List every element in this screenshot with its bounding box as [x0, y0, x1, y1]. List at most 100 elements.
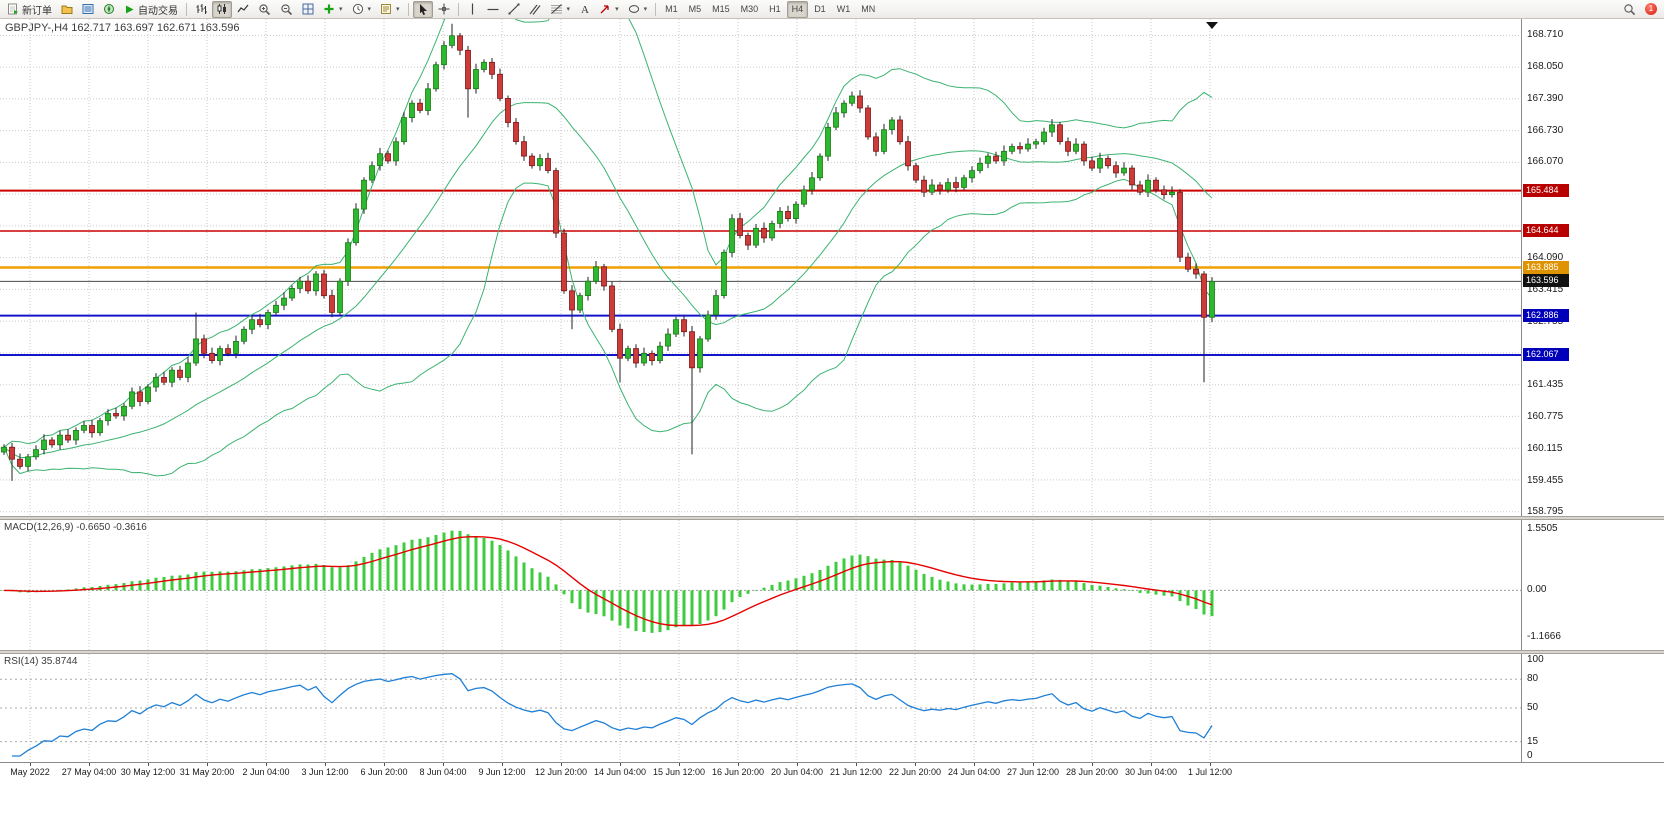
time-axis-tick [1151, 763, 1152, 766]
price-axis-label: 166.730 [1527, 124, 1564, 136]
toolbar-separator [407, 2, 409, 16]
chart-profiles-button[interactable] [57, 1, 77, 18]
timeframe-button-m30[interactable]: M30 [740, 4, 759, 14]
timeframe-button-h1[interactable]: H1 [769, 4, 781, 14]
rsi-axis-label: 80 [1527, 673, 1539, 685]
rsi-axis-label: 100 [1527, 654, 1544, 665]
tile-windows-button[interactable] [298, 1, 318, 18]
price-axis-label: 163.415 [1527, 284, 1564, 296]
shapes-tool-icon [628, 5, 639, 13]
periods-button[interactable]: ▾ [348, 1, 376, 18]
time-axis-tick [502, 763, 503, 766]
time-axis-label: 27 May 04:00 [61, 767, 117, 777]
shapes-tool-button[interactable]: ▾ [624, 1, 652, 18]
timeframe-button-d1[interactable]: D1 [814, 4, 826, 14]
bottom-filler [0, 780, 1664, 818]
time-axis-tick [915, 763, 916, 766]
time-axis-tick [679, 763, 680, 766]
search-button[interactable] [1619, 1, 1640, 18]
time-axis-tick [30, 763, 31, 766]
navigator-button[interactable] [99, 1, 119, 18]
time-axis[interactable]: May 2022 27 May 04:00 30 May 12:00 31 May 2… [0, 762, 1664, 780]
cursor-arrow-icon [419, 4, 427, 15]
time-axis-label: 14 Jun 04:00 [593, 767, 647, 777]
macd-label: MACD(12,26,9) -0.6650 -0.3616 [2, 522, 149, 533]
time-axis-tick [856, 763, 857, 766]
main-chart-panel: GBPJPY-,H4 162.717 163.697 162.671 163.5… [0, 19, 1664, 517]
time-axis-label: May 2022 [10, 767, 50, 777]
zoom-out-icon [281, 3, 293, 15]
timeframe-button-mn[interactable]: MN [861, 4, 876, 14]
time-axis-tick [384, 763, 385, 766]
price-tag-163.596: 163.596 [1523, 274, 1569, 288]
time-axis-tick [561, 763, 562, 766]
community-button[interactable]: 1 [1641, 1, 1661, 18]
new-order-button[interactable]: 新订单 [3, 1, 56, 18]
time-axis-label: 1 Jul 12:00 [1187, 767, 1233, 777]
timeframe-button-w1[interactable]: W1 [836, 4, 851, 14]
time-axis-label: 28 Jun 20:00 [1065, 767, 1119, 777]
timeframe-group: M1 M5 M15 M30 H1 H4 D1 W1 MN [660, 0, 880, 18]
time-axis-tick [1092, 763, 1093, 766]
price-tag-165.484: 165.484 [1523, 183, 1569, 197]
indicators-button[interactable]: ▾ [319, 1, 347, 18]
price-axis-label: 159.455 [1527, 474, 1564, 486]
time-axis-label: 31 May 20:00 [179, 767, 235, 777]
price-axis-label: 167.390 [1527, 92, 1564, 104]
time-axis-label: 30 May 12:00 [120, 767, 176, 777]
timeframe-button-m5[interactable]: M5 [688, 4, 702, 14]
market-watch-button[interactable] [78, 1, 98, 18]
price-axis-label: 161.435 [1527, 379, 1564, 391]
chart-title: GBPJPY-,H4 162.717 163.697 162.671 163.5… [5, 22, 240, 34]
horizontal-line-tool-button[interactable] [483, 1, 503, 18]
price-axis-label: 160.115 [1527, 442, 1563, 454]
text-tool-icon: A [581, 4, 589, 15]
templates-button[interactable]: ▾ [376, 1, 404, 18]
horizontal-line-icon [487, 8, 499, 10]
timeframe-button-m1[interactable]: M1 [665, 4, 678, 14]
clock-icon [352, 3, 363, 15]
trendline-tool-button[interactable] [504, 1, 524, 18]
zoom-in-button[interactable] [254, 1, 275, 18]
svg-text:A: A [581, 4, 589, 15]
timeframe-button-h4[interactable]: H4 [786, 0, 809, 18]
crosshair-icon [438, 3, 450, 15]
vertical-line-tool-button[interactable] [463, 1, 482, 18]
zoom-out-button[interactable] [276, 1, 297, 18]
price-axis-label: 160.775 [1527, 411, 1564, 423]
rsi-canvas[interactable] [0, 654, 1521, 762]
time-axis-tick [266, 763, 267, 766]
time-axis-label: 21 Jun 12:00 [829, 767, 883, 777]
bar-chart-button[interactable] [191, 1, 211, 18]
rsi-axis-label: 50 [1527, 702, 1539, 713]
time-axis-label: 12 Jun 20:00 [534, 767, 588, 777]
time-axis-label: 27 Jun 12:00 [1006, 767, 1060, 777]
timeframe-button-m15[interactable]: M15 [712, 4, 730, 14]
toolbar: 新订单 自动交易 [0, 0, 1664, 19]
candlestick-chart-button[interactable] [212, 0, 232, 18]
price-tag-164.644: 164.644 [1523, 223, 1569, 237]
autotrade-label: 自动交易 [138, 5, 178, 17]
time-axis-tick [443, 763, 444, 766]
macd-axis-label: 0.00 [1527, 584, 1547, 596]
cursor-button[interactable] [412, 0, 433, 18]
arrows-tool-button[interactable]: ▾ [595, 1, 623, 18]
rsi-axis-label: 0 [1527, 750, 1533, 761]
line-chart-button[interactable] [233, 1, 253, 18]
autotrade-button[interactable]: 自动交易 [120, 1, 182, 18]
main-chart-canvas[interactable] [0, 19, 1521, 516]
macd-canvas[interactable] [0, 520, 1521, 650]
fibonacci-tool-button[interactable]: ▾ [546, 1, 575, 18]
text-tool-button[interactable]: A [575, 1, 594, 18]
channel-tool-button[interactable] [525, 1, 545, 18]
panel-splitter-macd[interactable] [0, 516, 1664, 520]
toolbar-separator [186, 2, 187, 16]
panel-splitter-rsi[interactable] [0, 650, 1664, 654]
price-axis[interactable]: 168.710 168.050 167.390 166.730 166.070 164.0… [1521, 19, 1664, 517]
time-axis-label: 9 Jun 12:00 [478, 767, 526, 777]
time-axis-tick [1210, 763, 1211, 766]
time-axis-label: 22 Jun 20:00 [888, 767, 942, 777]
arrow-tool-icon [600, 5, 609, 14]
crosshair-button[interactable] [434, 1, 454, 18]
